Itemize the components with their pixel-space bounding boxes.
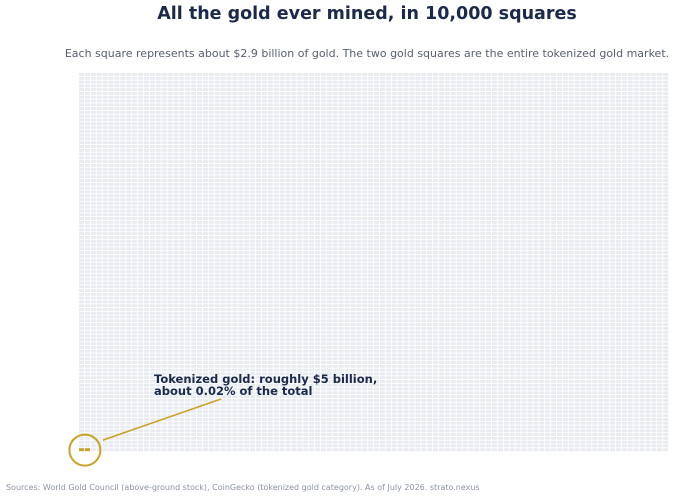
annotation-text-line2: about 0.02% of the total [154, 384, 312, 398]
waffle-grid [79, 73, 669, 452]
highlight-ring [68, 433, 102, 467]
annotation-text-line1: Tokenized gold: roughly $5 billion, [154, 372, 377, 386]
page-subtitle: Each square represents about $2.9 billio… [64, 47, 670, 60]
tokenized-gold-highlight [68, 398, 222, 467]
gold-square [79, 448, 85, 452]
source-note: Sources: World Gold Council (above-groun… [6, 483, 480, 492]
page-title: All the gold ever mined, in 10,000 squar… [157, 4, 577, 24]
annotation-leader-line [102, 398, 222, 441]
gold-square [84, 448, 90, 452]
